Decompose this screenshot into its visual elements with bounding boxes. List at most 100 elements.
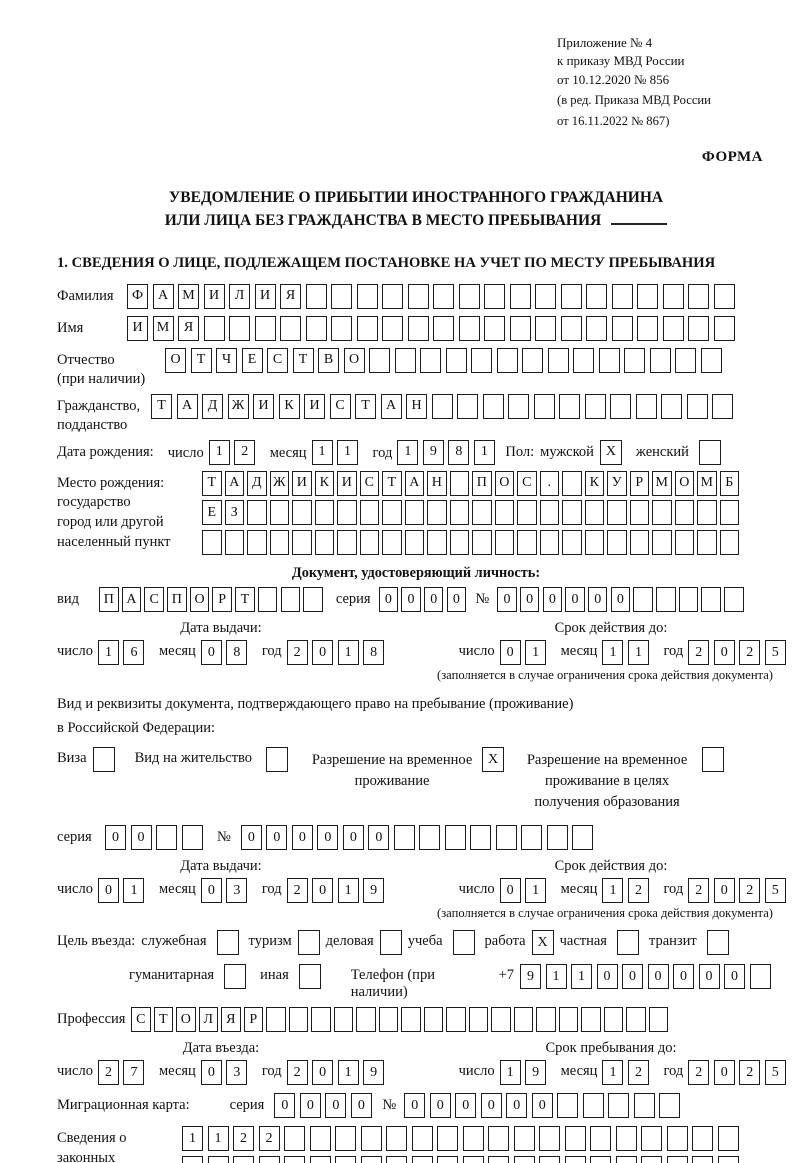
- char-box: [573, 347, 594, 373]
- char-box: 0: [200, 878, 222, 904]
- char-box: [433, 283, 454, 309]
- char-box: [496, 347, 518, 373]
- form-title: УВЕДОМЛЕНИЕ О ПРИБЫТИИ ИНОСТРАННОГО ГРАЖ…: [57, 186, 775, 233]
- char-box: [207, 1155, 229, 1163]
- appendix-line: Приложение № 4: [557, 35, 653, 50]
- char-box: [280, 315, 301, 341]
- year-word: год: [372, 445, 393, 462]
- entry-date-heading: Дата въезда:: [182, 1040, 260, 1057]
- char-box: [582, 1093, 604, 1119]
- char-box: [462, 1155, 484, 1163]
- year-word: год: [663, 881, 684, 898]
- char-box: [331, 283, 352, 309]
- representatives-row: Сведения о законных представителях (роди…: [57, 1126, 775, 1163]
- char-box: 0: [350, 1093, 372, 1119]
- residence-permit-checkbox: [266, 747, 289, 773]
- char-box: О: [189, 587, 210, 613]
- char-box: О: [165, 347, 186, 373]
- char-box: 0: [519, 587, 540, 613]
- char-box: [386, 1126, 407, 1152]
- char-box: [488, 1155, 509, 1163]
- char-box: [437, 1126, 458, 1152]
- char-box: 0: [455, 1093, 477, 1119]
- purpose-other-label: иная: [260, 967, 289, 984]
- char-box: Т: [153, 1007, 173, 1033]
- char-box: [427, 529, 447, 555]
- male-checkbox: X: [599, 439, 622, 465]
- char-box: 2: [627, 878, 649, 904]
- char-box: [659, 1093, 681, 1119]
- char-box: Т: [292, 347, 314, 373]
- char-box: [641, 1155, 662, 1163]
- char-box: [662, 283, 684, 309]
- char-box: [181, 825, 203, 851]
- char-box: 8: [448, 439, 470, 465]
- char-box: Б: [719, 470, 739, 496]
- char-box: И: [337, 470, 357, 496]
- char-box: 0: [299, 1093, 321, 1119]
- month-word: месяц: [560, 881, 598, 898]
- migration-series-label: серия: [229, 1097, 265, 1114]
- char-box: [382, 529, 402, 555]
- char-box: [629, 500, 649, 526]
- char-box: К: [584, 470, 604, 496]
- char-box: [692, 1126, 713, 1152]
- purpose-transit-checkbox: [706, 930, 729, 956]
- appendix-block: Приложение № 4 к приказу МВД России от 1…: [557, 34, 775, 131]
- char-box: 0: [610, 587, 631, 613]
- char-box: [509, 315, 531, 341]
- char-box: [411, 1155, 433, 1163]
- char-box: [404, 529, 424, 555]
- char-box: [356, 315, 378, 341]
- char-box: 1: [499, 1060, 521, 1086]
- residence-doc-options: Виза Вид на жительство Разрешение на вре…: [57, 747, 775, 813]
- char-box: 2: [258, 1126, 280, 1152]
- char-box: [280, 587, 300, 613]
- char-box: Т: [190, 347, 212, 373]
- char-box: П: [99, 587, 119, 613]
- char-box: 0: [266, 825, 288, 851]
- char-box: [713, 315, 735, 341]
- char-box: 0: [446, 587, 467, 613]
- char-box: А: [224, 470, 244, 496]
- char-box: [457, 393, 478, 419]
- temp-residence-education-checkbox: [702, 747, 725, 773]
- char-box: [603, 1007, 623, 1033]
- residence-issue-heading: Дата выдачи:: [180, 858, 262, 875]
- char-box: С: [329, 393, 351, 419]
- form-title-line1: УВЕДОМЛЕНИЕ О ПРИБЫТИИ ИНОСТРАННОГО ГРАЖ…: [168, 189, 664, 207]
- char-box: И: [203, 283, 225, 309]
- char-box: 0: [291, 825, 313, 851]
- char-box: 2: [97, 1060, 119, 1086]
- char-box: [610, 393, 631, 419]
- char-box: Я: [280, 283, 301, 309]
- char-box: 1: [207, 1126, 229, 1152]
- char-box: [661, 393, 682, 419]
- char-box: [269, 500, 289, 526]
- char-box: [292, 500, 312, 526]
- char-box: 0: [713, 1060, 735, 1086]
- day-word: число: [167, 445, 204, 462]
- char-box: 1: [337, 439, 359, 465]
- char-box: [539, 1126, 560, 1152]
- char-box: К: [314, 470, 334, 496]
- char-box: [674, 529, 694, 555]
- char-box: [522, 347, 543, 373]
- residence-doc-intro-line1: Вид и реквизиты документа, подтверждающе…: [57, 696, 574, 713]
- char-box: [719, 500, 739, 526]
- char-box: [288, 1007, 308, 1033]
- char-box: [449, 500, 469, 526]
- char-box: [407, 283, 429, 309]
- char-box: Ж: [227, 393, 249, 419]
- char-box: 0: [713, 878, 735, 904]
